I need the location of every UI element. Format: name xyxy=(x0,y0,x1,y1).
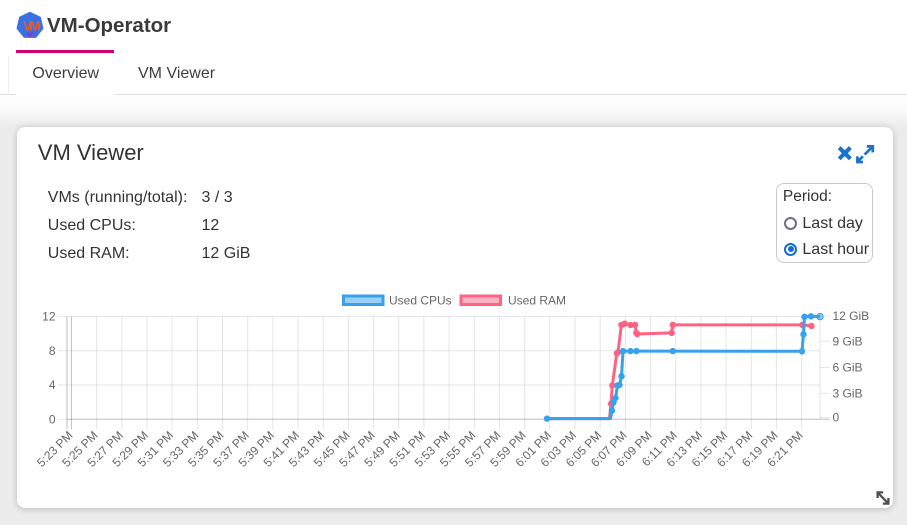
svg-text:9 GiB: 9 GiB xyxy=(833,335,863,349)
svg-text:8: 8 xyxy=(49,344,56,358)
svg-text:4: 4 xyxy=(49,378,56,392)
svg-text:0: 0 xyxy=(49,413,56,427)
svg-text:12: 12 xyxy=(42,310,56,324)
svg-text:12 GiB: 12 GiB xyxy=(833,309,870,323)
svg-text:Used RAM: Used RAM xyxy=(508,293,566,307)
svg-text:0: 0 xyxy=(833,411,840,425)
svg-text:3 GiB: 3 GiB xyxy=(833,387,863,401)
svg-text:6 GiB: 6 GiB xyxy=(833,361,863,375)
svg-text:Used CPUs: Used CPUs xyxy=(389,293,452,307)
